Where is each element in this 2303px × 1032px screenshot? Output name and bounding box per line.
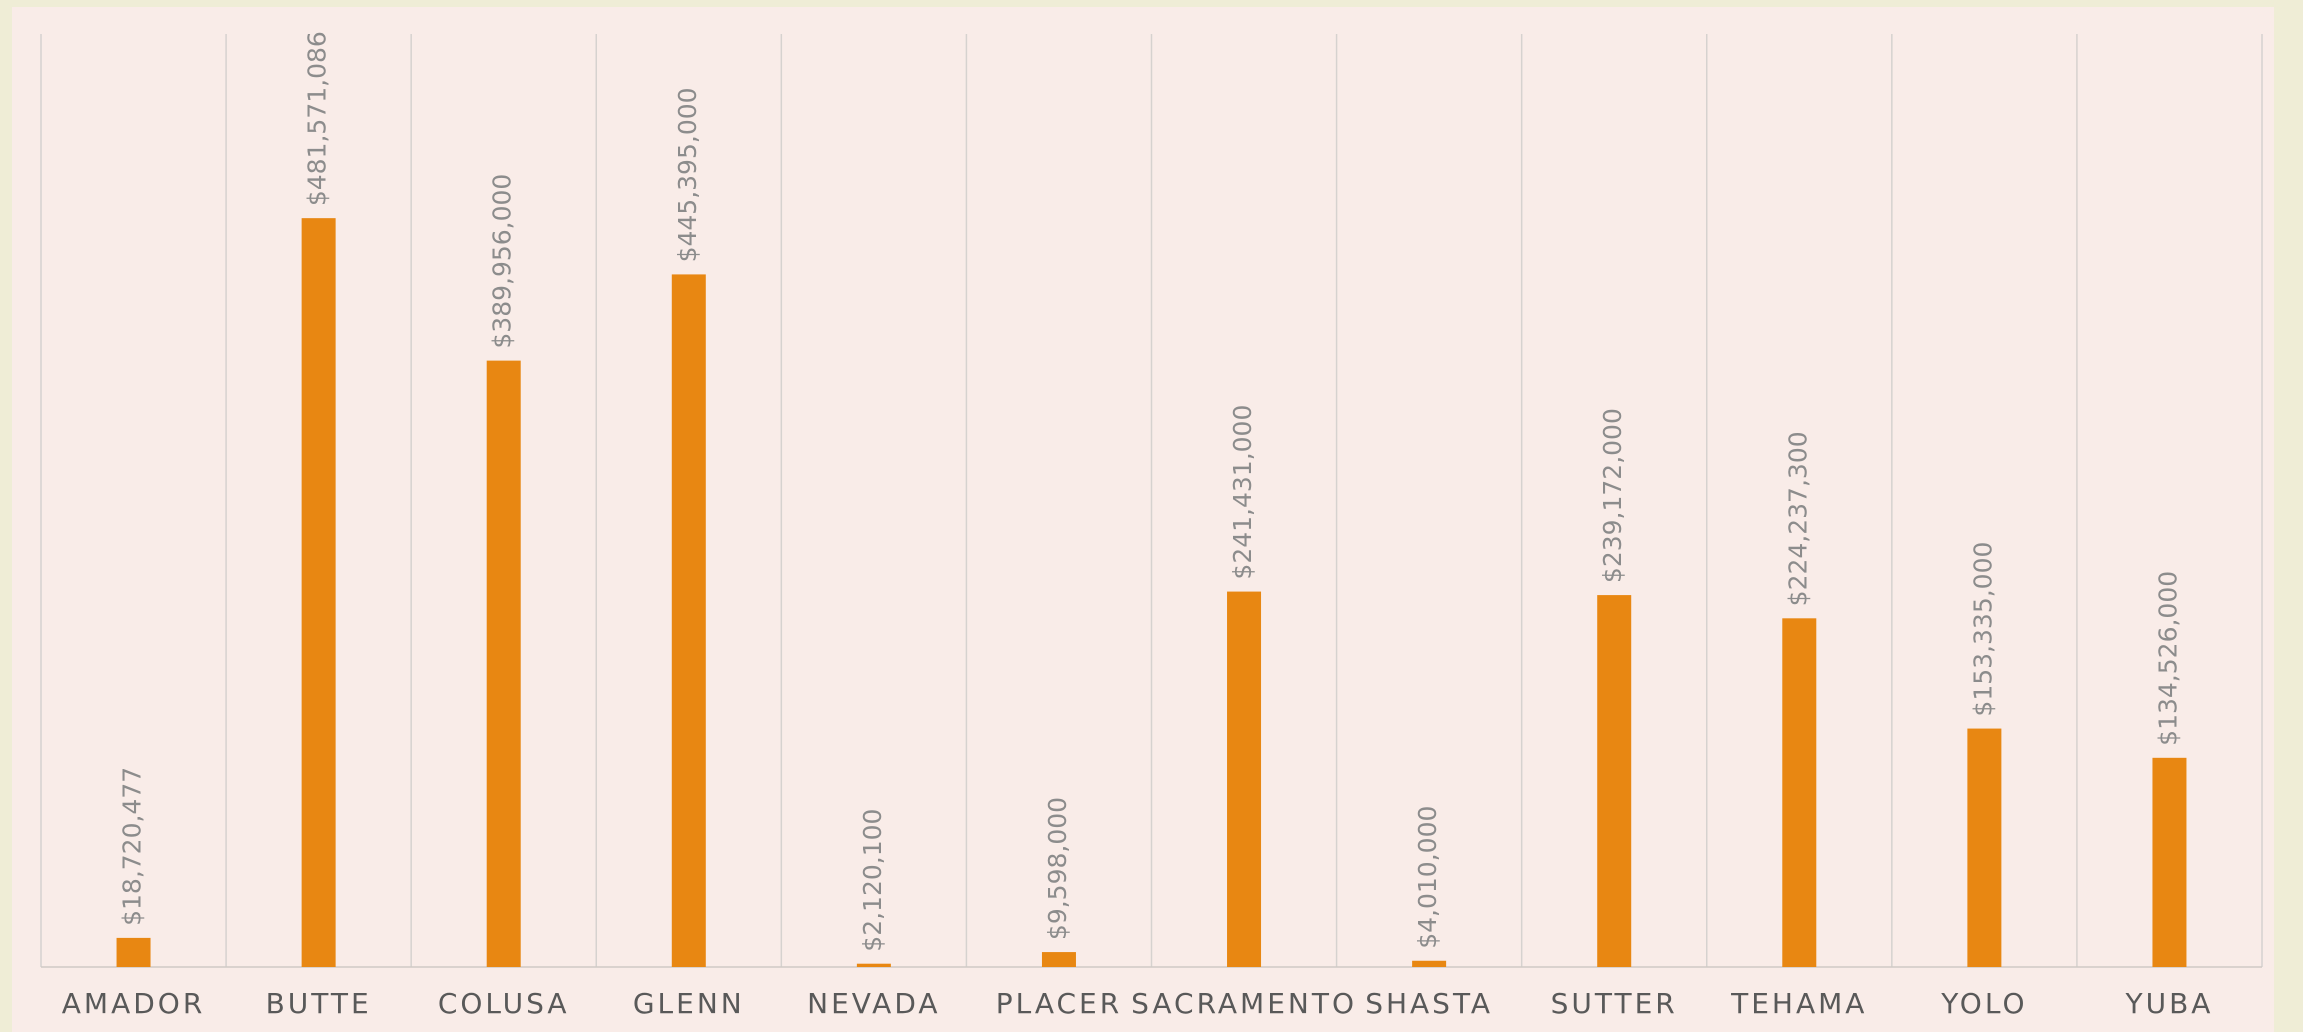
data-label: $4,010,000 xyxy=(1413,806,1442,949)
bar xyxy=(486,360,521,967)
data-label: $224,237,300 xyxy=(1783,431,1812,606)
data-label: $481,571,086 xyxy=(303,31,332,206)
data-label: $389,956,000 xyxy=(488,174,517,349)
data-label: $445,395,000 xyxy=(673,87,702,262)
x-tick-label: TEHAMA xyxy=(1730,987,1867,1020)
data-label: $18,720,477 xyxy=(118,767,147,926)
data-label: $134,526,000 xyxy=(2153,571,2182,746)
x-tick-label: YUBA xyxy=(2124,987,2213,1020)
bar xyxy=(671,274,706,967)
data-label: $241,431,000 xyxy=(1228,405,1257,580)
x-tick-label: SHASTA xyxy=(1365,987,1493,1020)
x-tick-label: NEVADA xyxy=(807,987,940,1020)
bar xyxy=(1967,728,2002,967)
data-label: $2,120,100 xyxy=(858,809,887,952)
data-label: $9,598,000 xyxy=(1043,797,1072,940)
data-label: $153,335,000 xyxy=(1968,542,1997,717)
chart-area xyxy=(12,7,2274,1032)
bar xyxy=(2152,757,2187,967)
bar xyxy=(1597,595,1632,967)
bar xyxy=(1782,618,1817,967)
x-tick-label: GLENN xyxy=(633,987,745,1020)
x-tick-label: SUTTER xyxy=(1551,987,1678,1020)
bar xyxy=(116,937,151,967)
x-tick-label: AMADOR xyxy=(62,987,206,1020)
x-tick-label: PLACER xyxy=(996,987,1123,1020)
x-tick-label: YOLO xyxy=(1940,987,2027,1020)
bar xyxy=(301,218,336,967)
x-tick-label: BUTTE xyxy=(266,987,372,1020)
data-label: $239,172,000 xyxy=(1598,408,1627,583)
bar xyxy=(1227,591,1262,967)
bar xyxy=(856,963,891,967)
bar xyxy=(1041,952,1076,967)
bar xyxy=(1412,960,1447,967)
x-tick-label: COLUSA xyxy=(438,987,570,1020)
x-tick-label: SACRAMENTO xyxy=(1131,987,1357,1020)
